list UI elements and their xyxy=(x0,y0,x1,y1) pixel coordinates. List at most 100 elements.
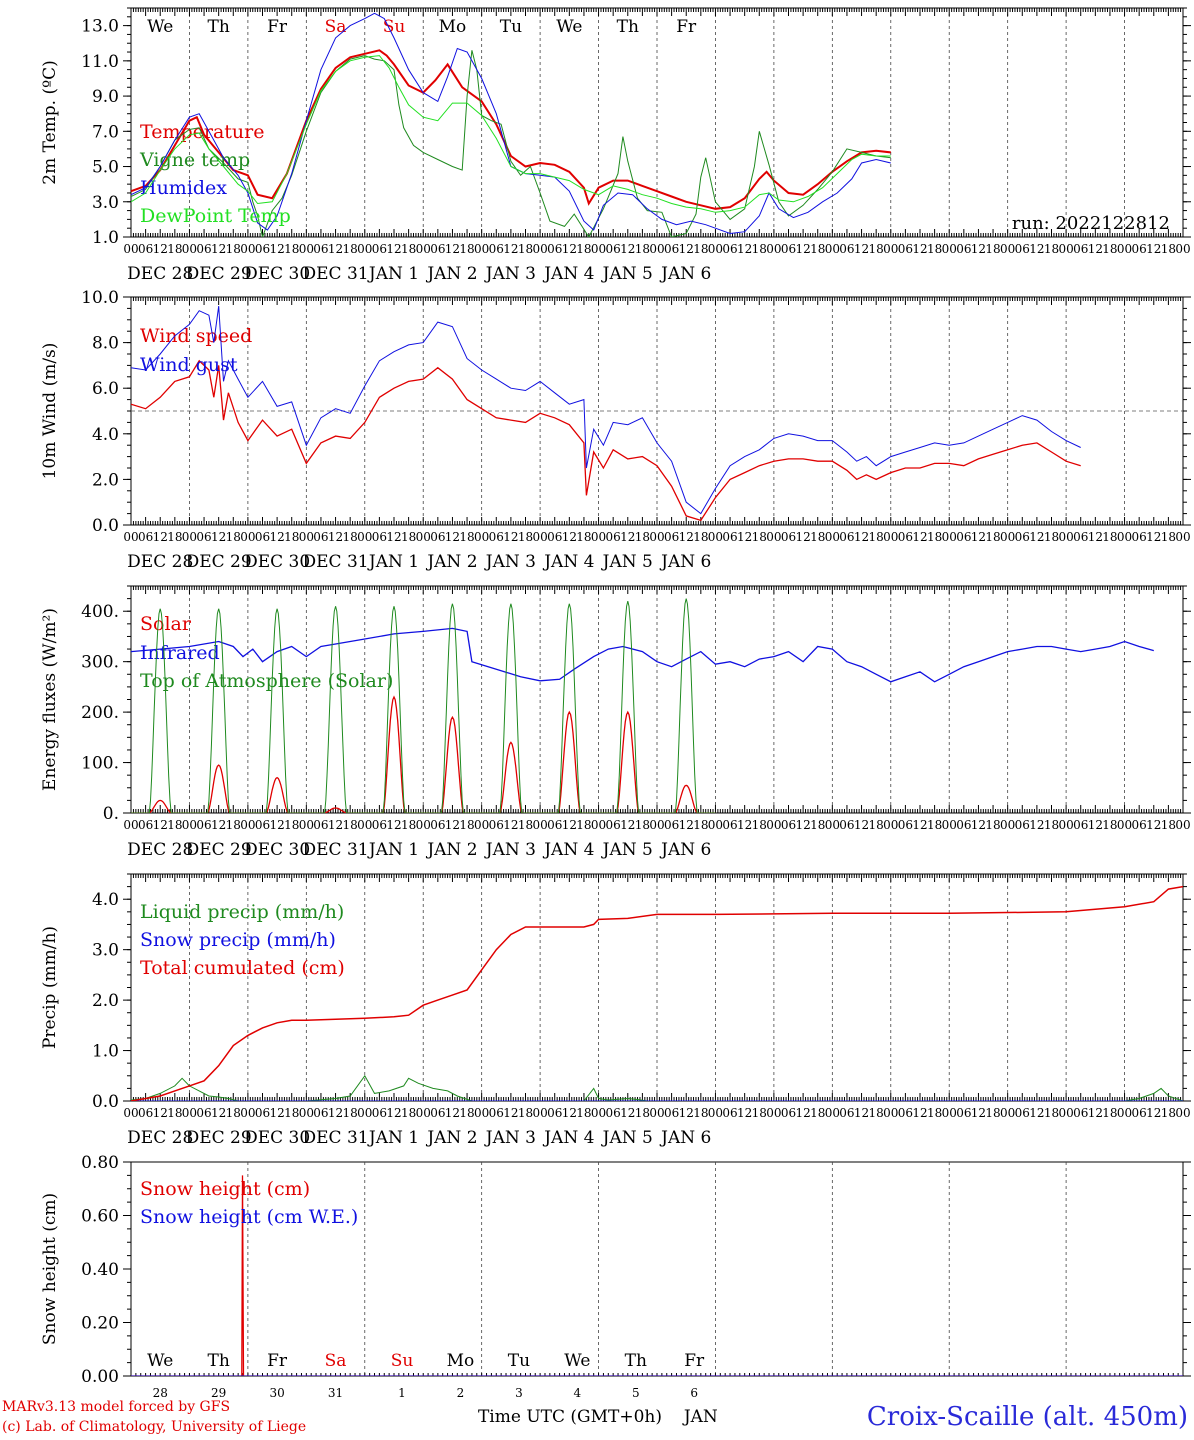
hour-tick-label: 18 xyxy=(576,242,591,256)
hour-tick-label: 00 xyxy=(532,530,547,544)
date-label: JAN 1 xyxy=(367,264,419,284)
date-label: DEC 29 xyxy=(186,264,252,284)
hour-tick-label: 00 xyxy=(1175,242,1190,256)
hour-tick-label: 06 xyxy=(898,530,913,544)
weekday-label: Th xyxy=(208,1351,230,1371)
hour-tick-label: 00 xyxy=(1058,818,1073,832)
hour-tick-label: 00 xyxy=(766,818,781,832)
y-tick-label: 0.0 xyxy=(92,516,119,536)
hour-tick-label: 18 xyxy=(1102,530,1117,544)
y-tick-label: 5.0 xyxy=(92,158,119,178)
hour-tick-label: 12 xyxy=(1146,1106,1161,1120)
weekday-label: We xyxy=(564,1351,590,1371)
weekday-label: Mo xyxy=(447,1351,475,1371)
hour-tick-label: 12 xyxy=(153,1106,168,1120)
hour-tick-label: 00 xyxy=(649,1106,664,1120)
hour-tick-label: 00 xyxy=(416,530,431,544)
hour-tick-label: 12 xyxy=(503,242,518,256)
hour-tick-label: 06 xyxy=(664,530,679,544)
hour-tick-label: 18 xyxy=(927,818,942,832)
hour-tick-label: 12 xyxy=(153,242,168,256)
date-label: 6 xyxy=(690,1386,698,1400)
hour-tick-label: 18 xyxy=(284,242,299,256)
hour-tick-label: 12 xyxy=(737,818,752,832)
weekday-label: Fr xyxy=(267,17,288,37)
hour-tick-label: 12 xyxy=(1029,530,1044,544)
hour-tick-label: 06 xyxy=(1132,1106,1147,1120)
hour-tick-label: 18 xyxy=(927,1106,942,1120)
hour-tick-label: 18 xyxy=(693,242,708,256)
hour-tick-label: 06 xyxy=(898,1106,913,1120)
hour-tick-label: 00 xyxy=(182,242,197,256)
hour-tick-label: 06 xyxy=(138,530,153,544)
hour-tick-label: 00 xyxy=(1000,530,1015,544)
hour-tick-label: 06 xyxy=(313,1106,328,1120)
hour-tick-label: 18 xyxy=(985,818,1000,832)
y-tick-label: 100. xyxy=(81,754,119,774)
hour-tick-label: 12 xyxy=(795,818,810,832)
hour-tick-label: 06 xyxy=(664,818,679,832)
hour-tick-label: 18 xyxy=(226,1106,241,1120)
hour-tick-label: 00 xyxy=(766,242,781,256)
hour-tick-label: 12 xyxy=(328,1106,343,1120)
hour-tick-label: 18 xyxy=(401,1106,416,1120)
hour-tick-label: 00 xyxy=(1175,530,1190,544)
date-label: JAN 5 xyxy=(601,840,653,860)
hour-tick-label: 06 xyxy=(781,530,796,544)
hour-tick-label: 12 xyxy=(854,818,869,832)
hour-tick-label: 18 xyxy=(810,530,825,544)
hour-tick-label: 06 xyxy=(956,242,971,256)
hour-tick-label: 06 xyxy=(1015,242,1030,256)
hour-tick-label: 00 xyxy=(708,818,723,832)
hour-tick-label: 00 xyxy=(591,1106,606,1120)
hour-tick-label: 18 xyxy=(167,818,182,832)
series-line-top-of-atmosphere-solar xyxy=(131,598,716,813)
hour-tick-label: 00 xyxy=(123,242,138,256)
legend-entry: Wind gust xyxy=(140,354,238,376)
hour-tick-label: 00 xyxy=(1058,530,1073,544)
hour-tick-label: 00 xyxy=(474,530,489,544)
hour-tick-label: 00 xyxy=(708,1106,723,1120)
y-tick-label: 11.0 xyxy=(81,52,119,72)
hour-tick-label: 06 xyxy=(898,818,913,832)
hour-tick-label: 12 xyxy=(211,242,226,256)
hour-tick-label: 12 xyxy=(737,1106,752,1120)
hour-tick-label: 18 xyxy=(459,242,474,256)
date-label: JAN 3 xyxy=(484,840,536,860)
hour-tick-label: 18 xyxy=(1044,818,1059,832)
hour-tick-label: 06 xyxy=(430,1106,445,1120)
hour-tick-label: 18 xyxy=(752,818,767,832)
date-label: DEC 31 xyxy=(303,552,369,572)
date-label: DEC 30 xyxy=(244,264,310,284)
hour-tick-label: 12 xyxy=(1088,1106,1103,1120)
hour-tick-label: 00 xyxy=(299,242,314,256)
y-tick-label: 400. xyxy=(81,602,119,622)
weekday-label: Th xyxy=(625,1351,647,1371)
hour-tick-label: 06 xyxy=(956,818,971,832)
hour-tick-label: 18 xyxy=(985,530,1000,544)
hour-tick-label: 18 xyxy=(1044,530,1059,544)
y-tick-label: 0.20 xyxy=(81,1314,119,1334)
hour-tick-label: 00 xyxy=(182,530,197,544)
hour-tick-label: 12 xyxy=(971,1106,986,1120)
weekday-label: Tu xyxy=(500,17,522,37)
y-tick-label: 3.0 xyxy=(92,941,119,961)
y-tick-label: 0.00 xyxy=(81,1367,119,1387)
legend-entry: Vigne temp xyxy=(139,149,250,171)
hour-tick-label: 06 xyxy=(781,1106,796,1120)
hour-tick-label: 06 xyxy=(138,242,153,256)
hour-tick-label: 06 xyxy=(138,1106,153,1120)
legend-entry: DewPoint Temp xyxy=(140,205,291,227)
hour-tick-label: 18 xyxy=(752,242,767,256)
weekday-label: Fr xyxy=(684,1351,705,1371)
hour-tick-label: 12 xyxy=(211,1106,226,1120)
hour-tick-label: 00 xyxy=(708,242,723,256)
hour-tick-label: 12 xyxy=(562,818,577,832)
hour-tick-label: 00 xyxy=(1000,818,1015,832)
date-label: JAN 3 xyxy=(484,264,536,284)
hour-tick-label: 12 xyxy=(328,242,343,256)
hour-tick-label: 12 xyxy=(269,818,284,832)
date-label: 30 xyxy=(269,1386,284,1400)
hour-tick-label: 18 xyxy=(343,1106,358,1120)
